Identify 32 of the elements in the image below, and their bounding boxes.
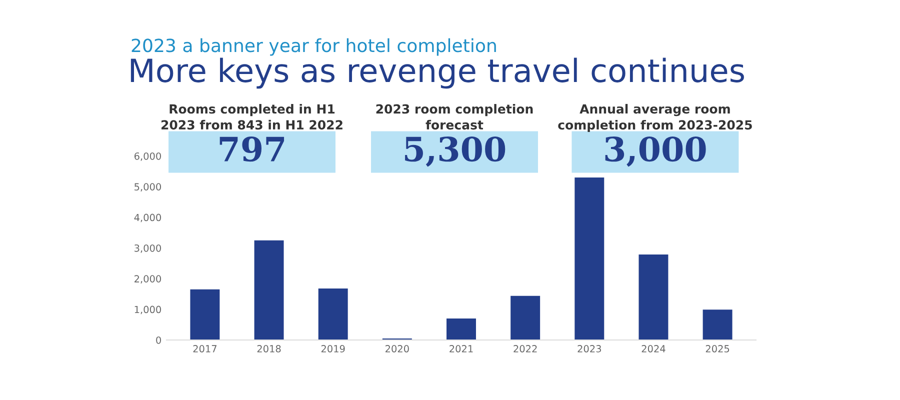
x-tick-label: 2021 [450, 345, 473, 352]
bar [574, 177, 604, 340]
x-tick-label: 2018 [257, 345, 281, 352]
y-tick-label: 6,000 [134, 152, 161, 161]
bar [318, 288, 348, 340]
annotation: 5,300 [405, 136, 506, 167]
y-tick-label: 4,000 [134, 214, 161, 222]
y-tick-label: 5,000 [134, 183, 161, 192]
x-tick-label: 2024 [642, 345, 666, 352]
text: Rooms completed in H1 2023 from 843 in H1 2022 [161, 104, 342, 130]
y-tick-label: 2,000 [134, 275, 161, 284]
y-tick-label: 0 [156, 336, 161, 344]
x-tick-label: 2023 [578, 345, 601, 352]
x-tick-label: 2022 [514, 345, 537, 352]
bar [702, 310, 732, 340]
x-tick-label: 2019 [321, 345, 345, 352]
bar [510, 296, 540, 340]
chart-title: More keys as revenge travel continues [130, 58, 744, 89]
text: Annual average room completion from 2023-2025 [558, 104, 752, 132]
text: 2023 room completion forecast [376, 104, 533, 130]
x-tick-label: 2025 [706, 345, 730, 352]
bar [638, 254, 668, 340]
y-tick-label: 3,000 [134, 244, 161, 253]
chart-subtitle: 2023 a banner year for hotel completion [132, 38, 496, 56]
x-tick-label: 2020 [386, 345, 409, 352]
annotation: 797 [220, 136, 284, 162]
bar [254, 240, 284, 340]
annotation: 3,000 [605, 136, 706, 167]
x-tick-label: 2017 [193, 345, 216, 352]
bar [446, 318, 476, 340]
bar [190, 289, 220, 340]
y-tick-label: 1,000 [134, 306, 161, 314]
